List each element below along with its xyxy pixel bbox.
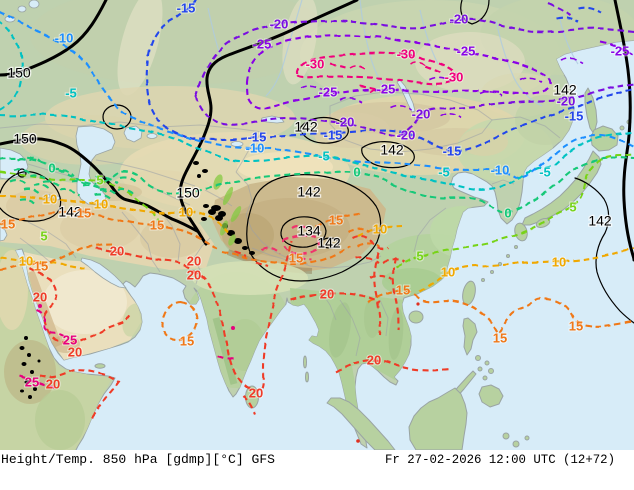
svg-text:5: 5 (569, 200, 576, 215)
svg-text:142: 142 (294, 119, 318, 135)
svg-text:15: 15 (493, 331, 507, 346)
svg-text:20: 20 (367, 353, 381, 368)
svg-text:142: 142 (58, 204, 82, 220)
svg-text:-25: -25 (611, 44, 630, 59)
svg-text:15: 15 (289, 251, 303, 266)
svg-text:10: 10 (552, 255, 566, 270)
svg-text:134: 134 (297, 223, 321, 239)
svg-text:150: 150 (13, 131, 37, 147)
svg-text:15: 15 (77, 206, 91, 221)
svg-text:-20: -20 (397, 128, 416, 143)
svg-text:-25: -25 (457, 44, 476, 59)
svg-text:10: 10 (43, 192, 57, 207)
svg-text:-15: -15 (177, 1, 196, 16)
svg-text:-25: -25 (319, 85, 338, 100)
svg-text:142: 142 (380, 142, 404, 158)
svg-text:150: 150 (176, 185, 200, 201)
svg-text:5: 5 (40, 229, 47, 244)
svg-text:-10: -10 (55, 31, 74, 46)
svg-text:-25: -25 (253, 37, 272, 52)
svg-text:-10: -10 (491, 163, 510, 178)
svg-text:20: 20 (110, 244, 124, 259)
svg-text:-25: -25 (377, 82, 396, 97)
svg-text:-10: -10 (246, 141, 265, 156)
svg-text:20: 20 (320, 287, 334, 302)
svg-text:15: 15 (34, 259, 48, 274)
svg-text:-15: -15 (324, 128, 343, 143)
svg-text:-15: -15 (565, 109, 584, 124)
svg-text:-5: -5 (318, 149, 330, 164)
svg-text:15: 15 (150, 218, 164, 233)
svg-text:25: 25 (63, 333, 77, 348)
svg-text:10: 10 (19, 254, 33, 269)
svg-text:-15: -15 (248, 130, 267, 145)
svg-text:10: 10 (94, 197, 108, 212)
svg-text:142: 142 (297, 184, 321, 200)
svg-text:20: 20 (187, 268, 201, 283)
svg-text:-20: -20 (270, 17, 289, 32)
svg-text:150: 150 (7, 65, 31, 81)
svg-text:-20: -20 (450, 12, 469, 27)
svg-text:15: 15 (180, 334, 194, 349)
svg-text:15: 15 (329, 213, 343, 228)
svg-text:20: 20 (187, 254, 201, 269)
svg-text:5: 5 (416, 249, 423, 264)
svg-text:20: 20 (68, 345, 82, 360)
svg-text:-15: -15 (443, 144, 462, 159)
svg-text:-5: -5 (65, 86, 77, 101)
svg-text:-20: -20 (412, 107, 431, 122)
svg-text:142: 142 (588, 213, 612, 229)
svg-text:-20: -20 (557, 94, 576, 109)
svg-text:25: 25 (25, 375, 39, 390)
svg-text:-20: -20 (336, 115, 355, 130)
svg-text:-30: -30 (445, 70, 464, 85)
svg-text:20: 20 (249, 386, 263, 401)
svg-text:5: 5 (96, 173, 103, 188)
svg-text:142: 142 (317, 235, 341, 251)
svg-text:Fr 27-02-2026 12:00 UTC (12+72: Fr 27-02-2026 12:00 UTC (12+72) (385, 452, 615, 467)
svg-text:-5: -5 (539, 165, 551, 180)
svg-text:10: 10 (441, 265, 455, 280)
svg-text:142: 142 (553, 82, 577, 98)
svg-text:Height/Temp. 850 hPa [gdmp][°C: Height/Temp. 850 hPa [gdmp][°C] GFS (1, 452, 275, 467)
svg-text:15: 15 (396, 283, 410, 298)
svg-text:15: 15 (1, 217, 15, 232)
svg-text:10: 10 (373, 222, 387, 237)
svg-text:-5: -5 (438, 165, 450, 180)
svg-text:0: 0 (504, 206, 511, 221)
svg-text:20: 20 (33, 290, 47, 305)
svg-text:15: 15 (569, 319, 583, 334)
svg-text:0: 0 (48, 161, 55, 176)
svg-text:-30: -30 (397, 47, 416, 62)
svg-text:10: 10 (179, 205, 193, 220)
svg-text:20: 20 (46, 377, 60, 392)
svg-text:0: 0 (353, 165, 360, 180)
svg-text:-30: -30 (306, 57, 325, 72)
